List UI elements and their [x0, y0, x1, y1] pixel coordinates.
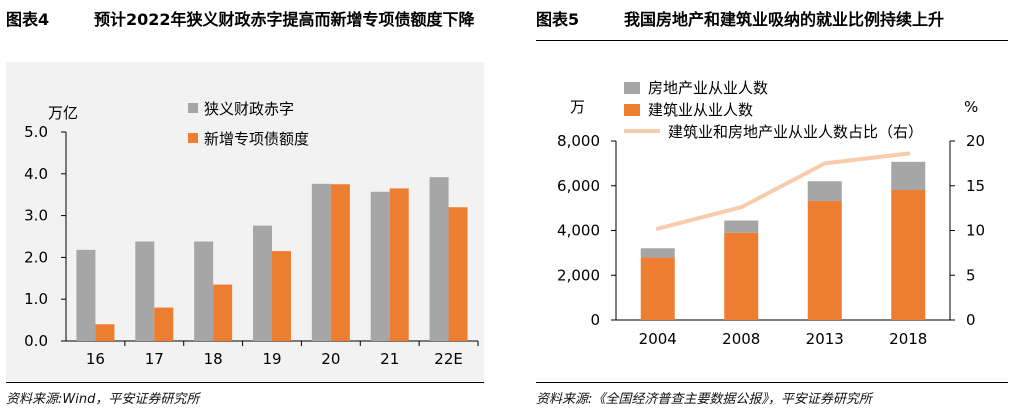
right-y-tick-label: 4,000 — [557, 222, 600, 240]
right-y-tick-label: 6,000 — [557, 177, 600, 195]
right-y2-tick-label: 10 — [966, 222, 985, 240]
right-figure-panel: 图表5 我国房地产和建筑业吸纳的就业比例持续上升 房地产业从业人数 建筑业从业人数… — [530, 0, 1016, 416]
left-bar-special-bond — [389, 188, 409, 341]
left-x-tick-label: 17 — [145, 350, 164, 368]
left-y-tick-label: 3.0 — [24, 207, 48, 225]
right-y2-tick-label: 0 — [966, 311, 976, 329]
left-y-axis-label: 万亿 — [48, 104, 78, 122]
left-figure-title-text: 预计2022年狭义财政赤字提高而新增专项债额度下降 — [94, 10, 475, 29]
right-bar-real-estate — [807, 181, 842, 201]
left-source-note: 资料来源:Wind，平安证券研究所 — [6, 392, 200, 407]
legend-label-construction: 建筑业从业人数 — [648, 101, 753, 119]
right-y-axis-label: 万 — [570, 98, 585, 116]
left-y-tick-label: 5.0 — [24, 123, 48, 141]
left-figure-label: 图表4 — [6, 10, 50, 29]
left-figure-panel: 图表4 预计2022年狭义财政赤字提高而新增专项债额度下降 万亿 狭义财政赤字 新… — [0, 0, 500, 416]
right-source-rule — [536, 382, 1008, 383]
legend-label-real-estate: 房地产业从业人数 — [648, 79, 768, 97]
legend-label-deficit: 狭义财政赤字 — [204, 100, 294, 118]
left-x-tick-label: 18 — [204, 350, 223, 368]
right-bar-real-estate — [891, 161, 926, 191]
left-x-tick-label: 22E — [434, 350, 463, 368]
right-share-point — [907, 153, 909, 155]
right-share-point — [824, 162, 826, 164]
right-x-tick-label: 2004 — [639, 330, 677, 348]
left-bar-special-bond — [213, 284, 233, 341]
legend-swatch-deficit — [188, 103, 198, 113]
right-x-tick-label: 2013 — [806, 330, 844, 348]
left-x-tick-label: 19 — [262, 350, 281, 368]
left-y-tick-label: 1.0 — [24, 290, 48, 308]
right-y-tick-label: 0 — [590, 311, 600, 329]
right-figure-title-text: 我国房地产和建筑业吸纳的就业比例持续上升 — [624, 10, 945, 29]
left-bar-deficit — [370, 191, 390, 341]
right-y2-tick-label: 15 — [966, 177, 985, 195]
right-title-rule — [536, 40, 1008, 41]
legend-swatch-construction — [624, 104, 640, 116]
right-bar-construction — [640, 257, 675, 320]
left-bar-special-bond — [95, 324, 115, 341]
left-y-tick-label: 4.0 — [24, 165, 48, 183]
left-source-rule — [6, 382, 484, 383]
left-bar-chart: 万亿 狭义财政赤字 新增专项债额度 0.0 1.0 2.0 3.0 4.0 5.0 16 17… — [24, 100, 479, 368]
left-figure-title: 图表4 预计2022年狭义财政赤字提高而新增专项债额度下降 — [6, 8, 486, 31]
legend-swatch-special-bond — [188, 133, 198, 143]
right-y2-tick-label: 20 — [966, 132, 985, 150]
right-figure-title: 图表5 我国房地产和建筑业吸纳的就业比例持续上升 — [536, 8, 1016, 31]
right-figure-label: 图表5 — [536, 10, 580, 29]
left-bar-deficit — [194, 241, 214, 341]
right-source-note: 资料来源:《全国经济普查主要数据公报》，平安证券研究所 — [536, 392, 872, 407]
left-x-tick-label: 20 — [321, 350, 340, 368]
right-share-point — [657, 228, 659, 230]
left-bar-deficit — [311, 183, 331, 341]
left-bar-special-bond — [272, 251, 291, 341]
left-bar-deficit — [253, 225, 272, 341]
right-bar-construction — [724, 232, 759, 320]
legend-swatch-real-estate — [624, 82, 640, 94]
right-y2-axis-label: % — [964, 98, 978, 116]
left-bar-deficit — [135, 241, 155, 341]
left-bar-special-bond — [330, 184, 350, 341]
right-share-point — [740, 206, 742, 208]
left-y-tick-label: 0.0 — [24, 332, 48, 350]
right-combo-chart: 房地产业从业人数 建筑业从业人数 建筑业和房地产业从业人数占比（右） 万 % 0… — [557, 79, 985, 348]
left-x-tick-label: 21 — [380, 350, 399, 368]
right-bar-real-estate — [724, 220, 759, 233]
right-x-tick-label: 2008 — [722, 330, 760, 348]
left-bar-special-bond — [154, 307, 174, 341]
left-bar-deficit — [76, 249, 96, 341]
left-x-tick-label: 16 — [86, 350, 105, 368]
right-bar-real-estate — [640, 248, 675, 258]
right-y2-tick-label: 5 — [966, 266, 976, 284]
left-bar-special-bond — [448, 207, 468, 341]
left-bar-deficit — [429, 177, 449, 341]
right-bar-construction — [807, 200, 842, 320]
right-share-line — [655, 151, 911, 231]
right-y-tick-label: 8,000 — [557, 132, 600, 150]
legend-label-special-bond: 新增专项债额度 — [204, 130, 309, 148]
legend-label-share: 建筑业和房地产业从业人数占比（右） — [668, 123, 923, 141]
right-bar-construction — [891, 190, 926, 320]
left-y-tick-label: 2.0 — [24, 248, 48, 266]
right-x-tick-label: 2018 — [889, 330, 927, 348]
right-y-tick-label: 2,000 — [557, 266, 600, 284]
